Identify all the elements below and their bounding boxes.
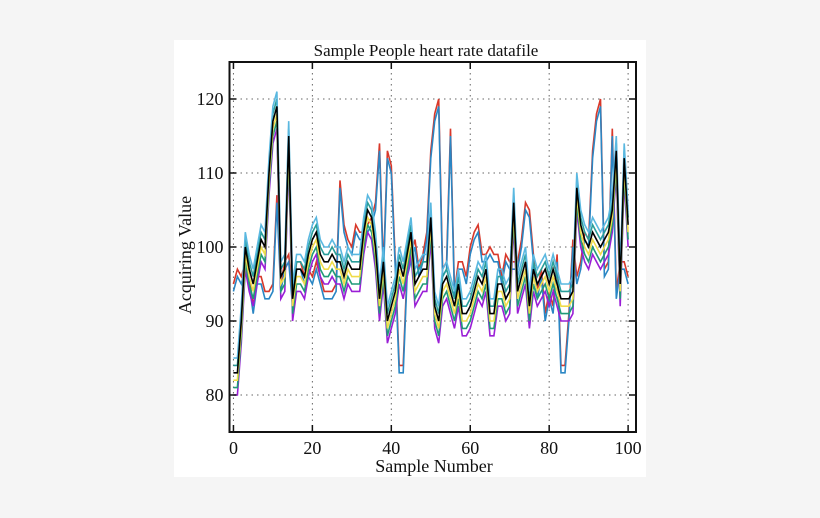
- y-tick-label: 80: [206, 385, 224, 405]
- x-tick-label: 80: [540, 438, 558, 458]
- x-tick-label: 0: [229, 438, 238, 458]
- chart-figure: Sample People heart rate datafile Sample…: [174, 40, 646, 477]
- y-tick-label: 90: [206, 311, 224, 331]
- plot-frame: [228, 61, 637, 433]
- ticks: 0 20 40 60 80 100 80 90 100 110 120: [197, 62, 642, 458]
- x-tick-label: 60: [461, 438, 479, 458]
- y-tick-label: 100: [197, 237, 224, 257]
- grid: [229, 62, 636, 432]
- x-tick-label: 20: [303, 438, 321, 458]
- line-chart: Sample People heart rate datafile Sample…: [175, 41, 642, 476]
- x-tick-label: 40: [382, 438, 400, 458]
- y-axis-label: Acquiring Value: [175, 196, 195, 314]
- x-axis-label: Sample Number: [375, 456, 492, 476]
- x-tick-label: 100: [615, 438, 642, 458]
- series-line-6: [233, 91, 629, 359]
- series-lines: [232, 91, 629, 396]
- series-line-7: [233, 106, 629, 374]
- y-tick-label: 110: [197, 163, 223, 183]
- chart-title: Sample People heart rate datafile: [314, 41, 539, 60]
- y-tick-label: 120: [197, 89, 224, 109]
